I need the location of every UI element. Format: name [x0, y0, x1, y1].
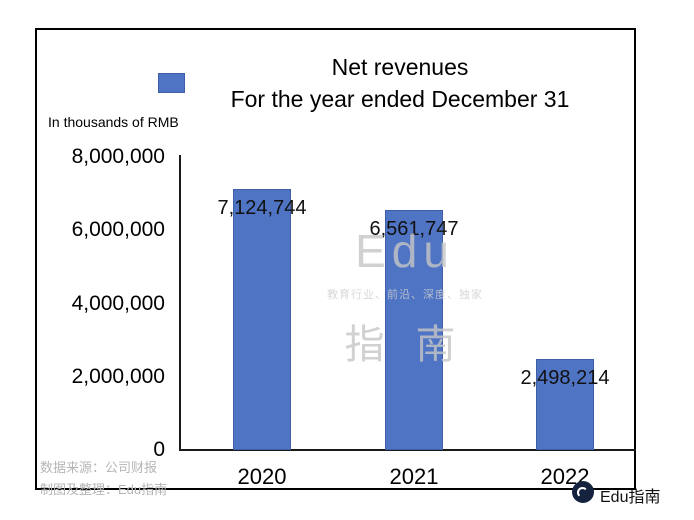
x-tick-label-2021: 2021: [389, 464, 439, 489]
data-label-2020: 7,124,744: [217, 197, 307, 219]
data-source-note: 数据来源：公司财报: [40, 460, 158, 475]
y-tick-label-6000000: 6,000,000: [71, 218, 165, 241]
y-tick-label-0: 0: [153, 438, 165, 461]
x-tick-label-2022: 2022: [540, 464, 590, 489]
y-tick-label-8000000: 8,000,000: [71, 145, 165, 168]
chart-frame: [35, 28, 636, 490]
y-axis-line: [179, 155, 181, 451]
edu-zhinan-badge-label: Edu指南: [600, 489, 661, 506]
legend-swatch: [158, 73, 185, 93]
edu-zhinan-logo-icon: [572, 481, 594, 503]
x-axis-line: [179, 449, 636, 451]
axis-units-label: In thousands of RMB: [48, 114, 179, 130]
chart-subtitle: For the year ended December 31: [230, 86, 570, 112]
data-label-2022: 2,498,214: [520, 367, 610, 389]
bar-2021: [385, 210, 443, 450]
chart-title: Net revenues: [331, 54, 469, 80]
x-tick-label-2020: 2020: [237, 464, 287, 489]
chart-credit-note: 制图及整理：Edu指南: [40, 482, 168, 497]
bar-2020: [233, 189, 291, 450]
y-tick-label-2000000: 2,000,000: [71, 365, 165, 388]
bar-2022: [536, 359, 594, 450]
y-tick-label-4000000: 4,000,000: [71, 292, 165, 315]
data-label-2021: 6,561,747: [369, 218, 459, 240]
